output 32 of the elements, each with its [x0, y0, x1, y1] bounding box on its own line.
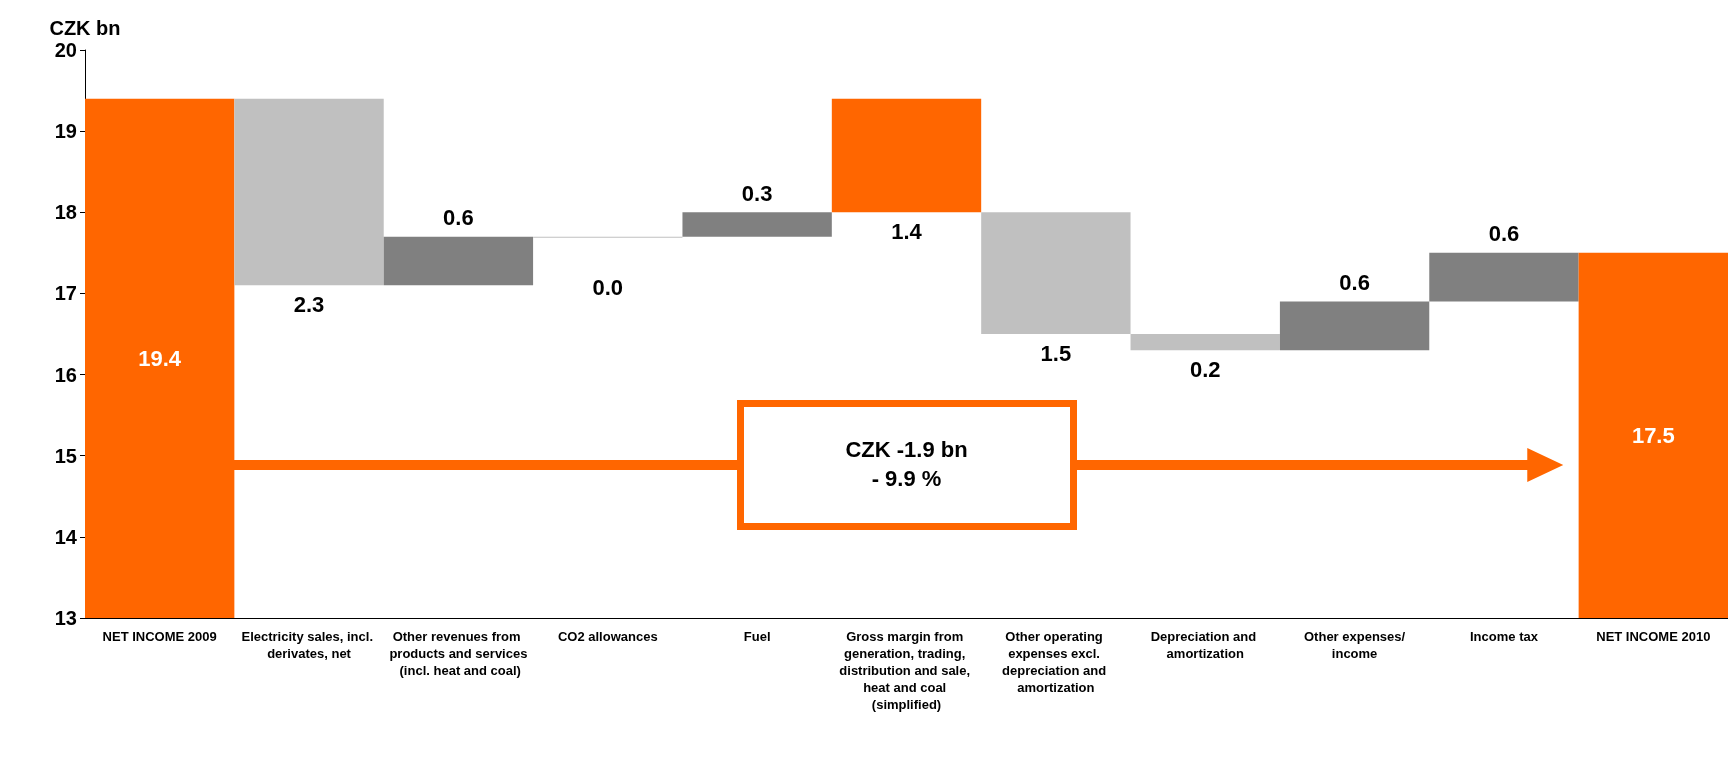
y-axis-title: CZK bn — [49, 17, 121, 39]
x-tick-label: Depreciation and amortization — [1150, 629, 1260, 661]
data-label: 2.3 — [293, 291, 325, 317]
data-label: 0.3 — [741, 180, 773, 206]
data-label: 1.5 — [1040, 340, 1072, 366]
y-tick-label: 18 — [54, 201, 77, 224]
x-tick-label: Other expenses/income — [1304, 629, 1406, 661]
x-tick-label: Gross margin from generation, trading, distribution and sale, heat and coal (simplified) — [839, 629, 974, 712]
x-tick-label: Income tax — [1469, 629, 1539, 644]
data-label: 1.4 — [891, 218, 923, 244]
y-tick-label: 20 — [54, 39, 77, 61]
y-tick-label: 13 — [54, 607, 77, 629]
data-label: 0.6 — [1339, 270, 1370, 296]
y-tick-label: 16 — [54, 363, 77, 386]
data-label: 19.4 — [138, 345, 182, 371]
data-label: 0.2 — [1189, 356, 1221, 382]
x-tick-label: Electricity sales, incl. derivates, net — [241, 629, 377, 661]
y-tick-label: 19 — [54, 120, 77, 143]
data-label: 0.6 — [443, 205, 474, 231]
note-box: CZK -1.9 bn - 9.9 % — [736, 399, 1077, 530]
x-tick-label: Fuel — [743, 629, 771, 644]
x-tick-label: NET INCOME 2009 — [102, 629, 217, 644]
y-tick-label: 17 — [54, 282, 77, 305]
x-tick-label: Other operating expenses excl. depreciation and amortization — [1002, 629, 1110, 695]
data-label: 17.5 — [1631, 422, 1675, 448]
x-tick-label: CO2 allowances — [557, 629, 658, 644]
x-tick-label: NET INCOME 2010 — [1596, 629, 1711, 644]
data-label: 0.6 — [1488, 221, 1520, 247]
data-label: 0.0 — [592, 275, 624, 301]
y-tick-label: 14 — [54, 525, 78, 548]
y-tick-label: 15 — [54, 444, 77, 467]
x-tick-label: Other revenues from products and services (incl. heat and coal) — [389, 629, 528, 678]
